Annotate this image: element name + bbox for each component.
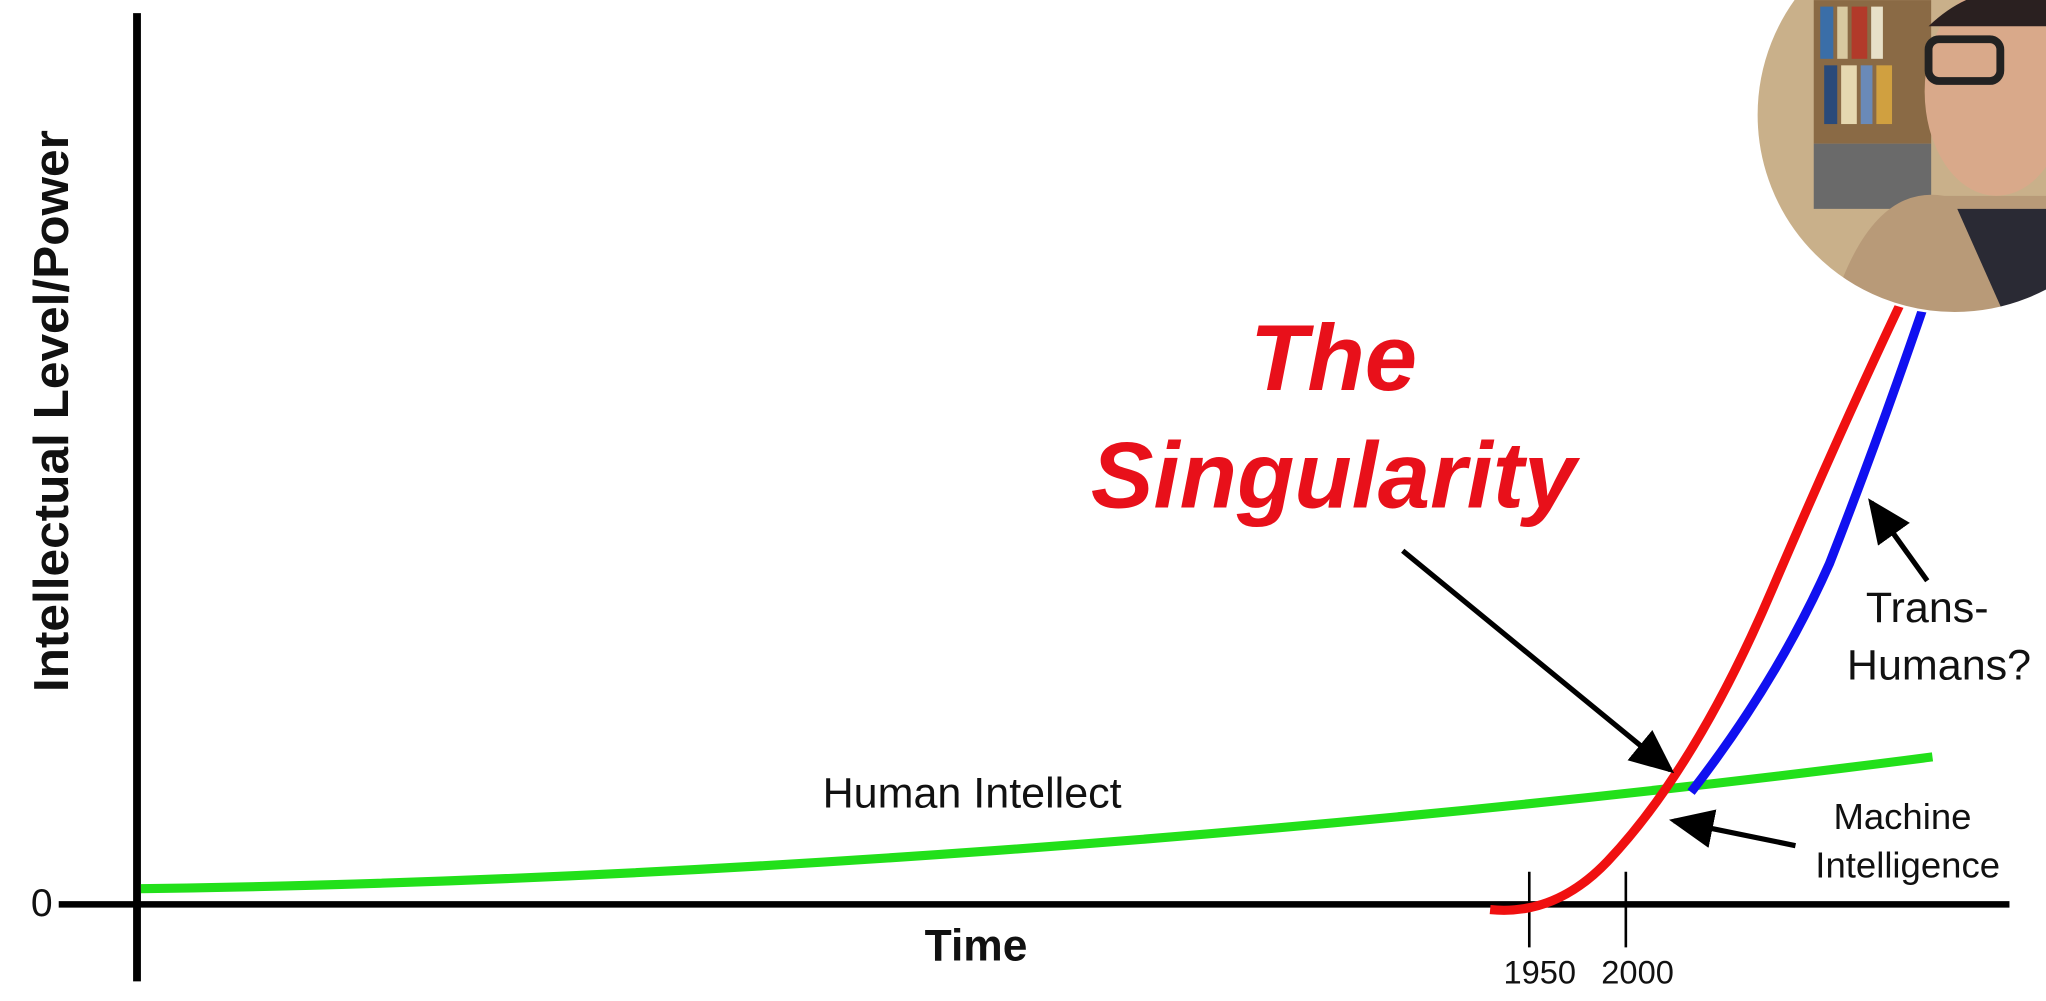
title-line: The [1250,305,1417,410]
x-tick-label: 2000 [1601,953,1674,990]
y-axis-label: Intellectual Level/Power [23,130,79,692]
diagram: 0 Intellectual Level/Power Time 1950 200… [0,0,2046,1001]
human-label: Human Intellect [823,769,1122,817]
title-line: Singularity [1091,423,1581,528]
origin-label: 0 [31,882,53,925]
trans-label: Trans- [1866,584,1989,632]
machine-label: Intelligence [1815,844,2000,885]
trans-label: Humans? [1847,642,2031,690]
page: 0 Intellectual Level/Power Time 1950 200… [0,0,2046,1001]
machine-label: Machine [1833,796,1971,837]
x-axis-label: Time [925,921,1028,970]
x-tick-label: 1950 [1503,953,1576,990]
